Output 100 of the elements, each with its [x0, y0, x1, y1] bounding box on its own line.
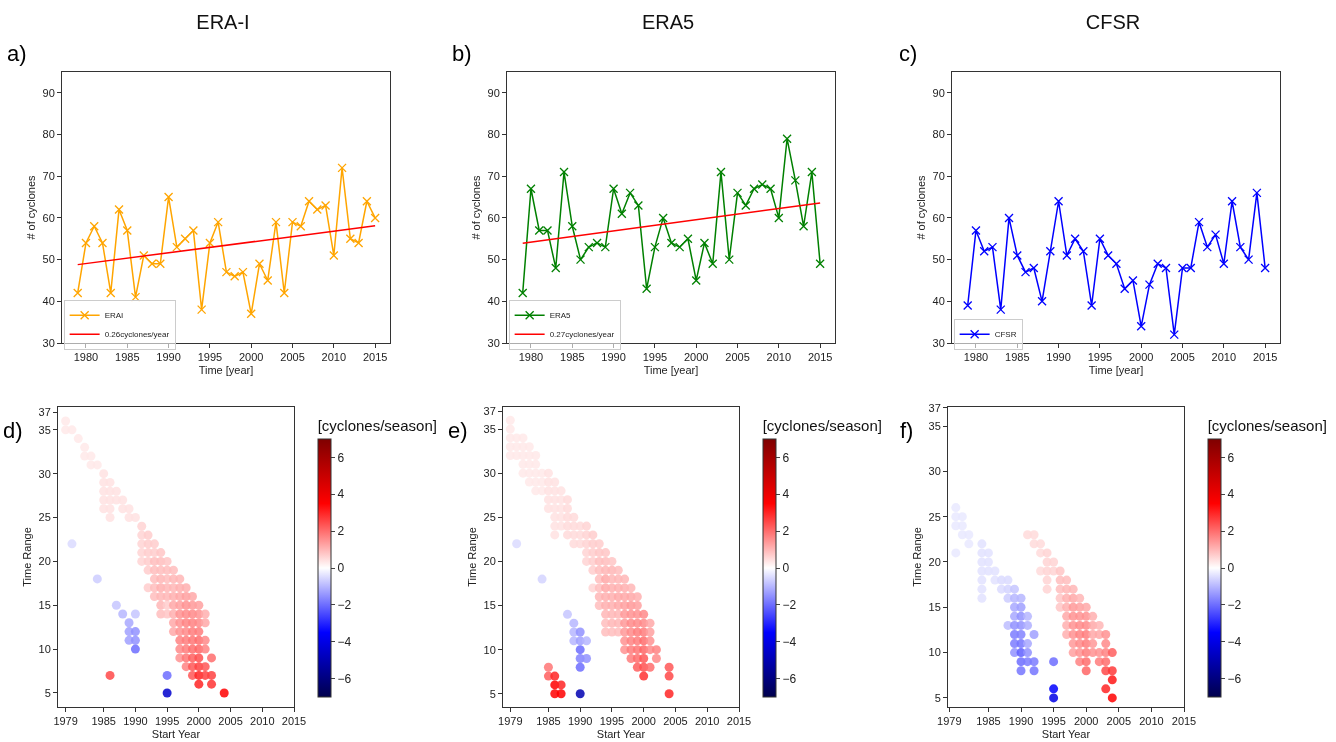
- point: [1219, 259, 1229, 269]
- y-axis-title: # of cyclones: [470, 174, 483, 240]
- x-tick-label: 1980: [963, 351, 989, 364]
- point: [213, 217, 223, 227]
- x-tick-label: 1985: [976, 715, 1001, 728]
- point: [732, 188, 743, 198]
- point: [1078, 246, 1089, 256]
- text: d): [3, 418, 23, 443]
- point: [1153, 259, 1163, 269]
- point: [304, 196, 314, 206]
- color-bar-label: 0: [337, 561, 345, 576]
- legend-label: CFSR: [994, 330, 1017, 340]
- x-tick-label: 2000: [683, 351, 709, 364]
- legend-label: 0.27cyclones/year: [549, 330, 615, 340]
- point: [979, 246, 989, 256]
- point: [699, 238, 710, 248]
- point: [551, 263, 561, 273]
- y-tick-label: 70: [487, 170, 500, 183]
- point: [807, 167, 817, 177]
- point: [1012, 250, 1022, 261]
- point: [271, 217, 281, 227]
- color-bar-label: −2: [782, 598, 797, 613]
- point: [1161, 263, 1171, 273]
- x-tick-label: 2000: [631, 715, 656, 728]
- x-tick-label: 2000: [1073, 715, 1099, 728]
- y-tick-label: 10: [483, 643, 496, 656]
- y-tick-label: 70: [932, 170, 945, 183]
- point: [650, 242, 660, 252]
- point: [666, 238, 677, 248]
- point: [765, 184, 776, 194]
- point: [683, 234, 693, 244]
- point: [1103, 250, 1113, 261]
- x-axis-title: Start Year: [596, 728, 646, 741]
- point: [97, 238, 108, 248]
- point: [798, 221, 809, 231]
- color-bar-label: 6: [782, 450, 790, 465]
- point: [172, 242, 182, 252]
- y-tick-label: 30: [487, 336, 500, 349]
- chart-title: ERA5: [641, 11, 695, 33]
- color-bar-label: −6: [1227, 671, 1242, 686]
- y-tick-label: 80: [42, 128, 55, 141]
- y-tick-label: 35: [928, 419, 941, 432]
- color-bar-title: [cyclones/season]: [762, 416, 882, 434]
- x-tick-label: 1990: [1046, 351, 1071, 364]
- point: [724, 254, 734, 265]
- y-tick-label: 40: [932, 295, 945, 308]
- y-tick-label: 40: [487, 295, 500, 308]
- color-bar-title: [cyclones/season]: [1207, 416, 1327, 434]
- point: [139, 250, 149, 261]
- x-axis-title: Start Year: [1041, 728, 1091, 741]
- point: [1194, 217, 1204, 227]
- color-bar-label: −6: [337, 671, 352, 686]
- color-bar-label: −4: [782, 634, 797, 649]
- point: [196, 305, 207, 315]
- x-tick-label: 1985: [536, 715, 561, 728]
- x-tick-label: 1995: [1041, 715, 1066, 728]
- point: [130, 292, 141, 302]
- y-tick-label: 15: [38, 599, 51, 612]
- x-tick-label: 2015: [281, 715, 307, 728]
- text: c): [899, 41, 918, 66]
- point: [1128, 275, 1138, 286]
- x-tick-label: 1990: [567, 715, 593, 728]
- point: [741, 200, 751, 211]
- y-tick-label: 50: [487, 253, 500, 266]
- color-bar-label: −4: [337, 634, 352, 649]
- point: [1120, 284, 1130, 294]
- point: [180, 234, 190, 244]
- y-tick-label: 20: [38, 555, 51, 568]
- x-tick-label: 2000: [1128, 351, 1154, 364]
- x-tick-label: 1995: [599, 715, 625, 728]
- point: [287, 217, 298, 227]
- color-bar-label: −6: [782, 671, 797, 686]
- x-axis-title: Time [year]: [1088, 364, 1144, 377]
- y-tick-label: 5: [44, 686, 51, 699]
- point: [691, 275, 701, 286]
- x-tick-label: 1985: [91, 715, 116, 728]
- point: [370, 213, 380, 223]
- point: [790, 175, 800, 186]
- point: [114, 204, 124, 215]
- x-tick-label: 1990: [1008, 715, 1034, 728]
- x-axis-title: Time [year]: [643, 364, 699, 377]
- text: f): [900, 418, 914, 443]
- x-tick-label: 2005: [280, 351, 305, 364]
- x-tick-label: 2010: [1139, 715, 1164, 728]
- point: [658, 213, 668, 223]
- point: [238, 267, 248, 277]
- point: [312, 204, 322, 215]
- y-tick-label: 20: [483, 555, 496, 568]
- y-tick-label: 25: [483, 511, 496, 524]
- point: [106, 288, 116, 298]
- color-bar-label: 2: [337, 524, 345, 539]
- point: [1029, 263, 1039, 273]
- color-bar-label: 6: [337, 450, 345, 465]
- color-bar-label: 4: [337, 487, 345, 502]
- y-tick-label: 5: [934, 691, 941, 704]
- point: [1070, 234, 1080, 244]
- point: [329, 250, 339, 261]
- point: [345, 234, 355, 244]
- legend-label: ERAI: [104, 311, 124, 321]
- x-tick-label: 2015: [362, 351, 388, 364]
